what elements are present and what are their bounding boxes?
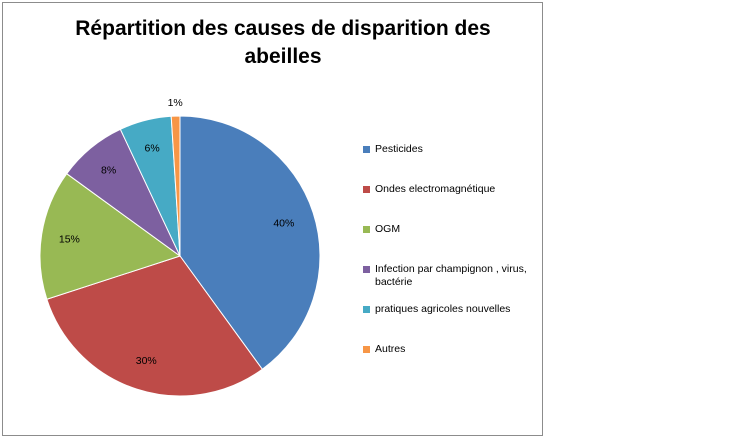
- data-label-infection: 8%: [101, 165, 116, 177]
- data-label-pratiques: 6%: [145, 143, 160, 155]
- legend-label-autres: Autres: [375, 343, 406, 355]
- data-label-autres: 1%: [168, 97, 183, 109]
- legend-swatch-ogm: [363, 226, 370, 233]
- pie-slice-pesticides: [179, 115, 321, 370]
- legend-label-infection: Infection par champignon , virus, bactér…: [375, 263, 527, 288]
- pie-slice-autres: [170, 115, 181, 257]
- legend-swatch-pratiques: [363, 306, 370, 313]
- legend-swatch-infection: [363, 266, 370, 273]
- legend-label-pesticides: Pesticides: [375, 143, 423, 155]
- legend-label-ondes: Ondes electromagnétique: [375, 183, 496, 195]
- pie-chart: 40% 30% 15% 8% 6% 1%: [39, 97, 321, 397]
- legend-label-ogm: OGM: [375, 223, 401, 235]
- data-label-ondes: 30%: [136, 355, 157, 367]
- legend-swatch-pesticides: [363, 146, 370, 153]
- pie-slice-ondes: [46, 255, 263, 397]
- data-label-ogm: 15%: [59, 233, 80, 245]
- legend-label-pratiques: pratiques agricoles nouvelles: [375, 303, 511, 315]
- chart-area: Répartition des causes de disparition de…: [2, 2, 543, 436]
- pie-slice-ogm: [39, 173, 182, 300]
- legend-swatch-autres: [363, 346, 370, 353]
- data-label-pesticides: 40%: [273, 217, 294, 229]
- chart-title: Répartition des causes de disparition de…: [75, 17, 491, 68]
- legend-swatch-ondes: [363, 186, 370, 193]
